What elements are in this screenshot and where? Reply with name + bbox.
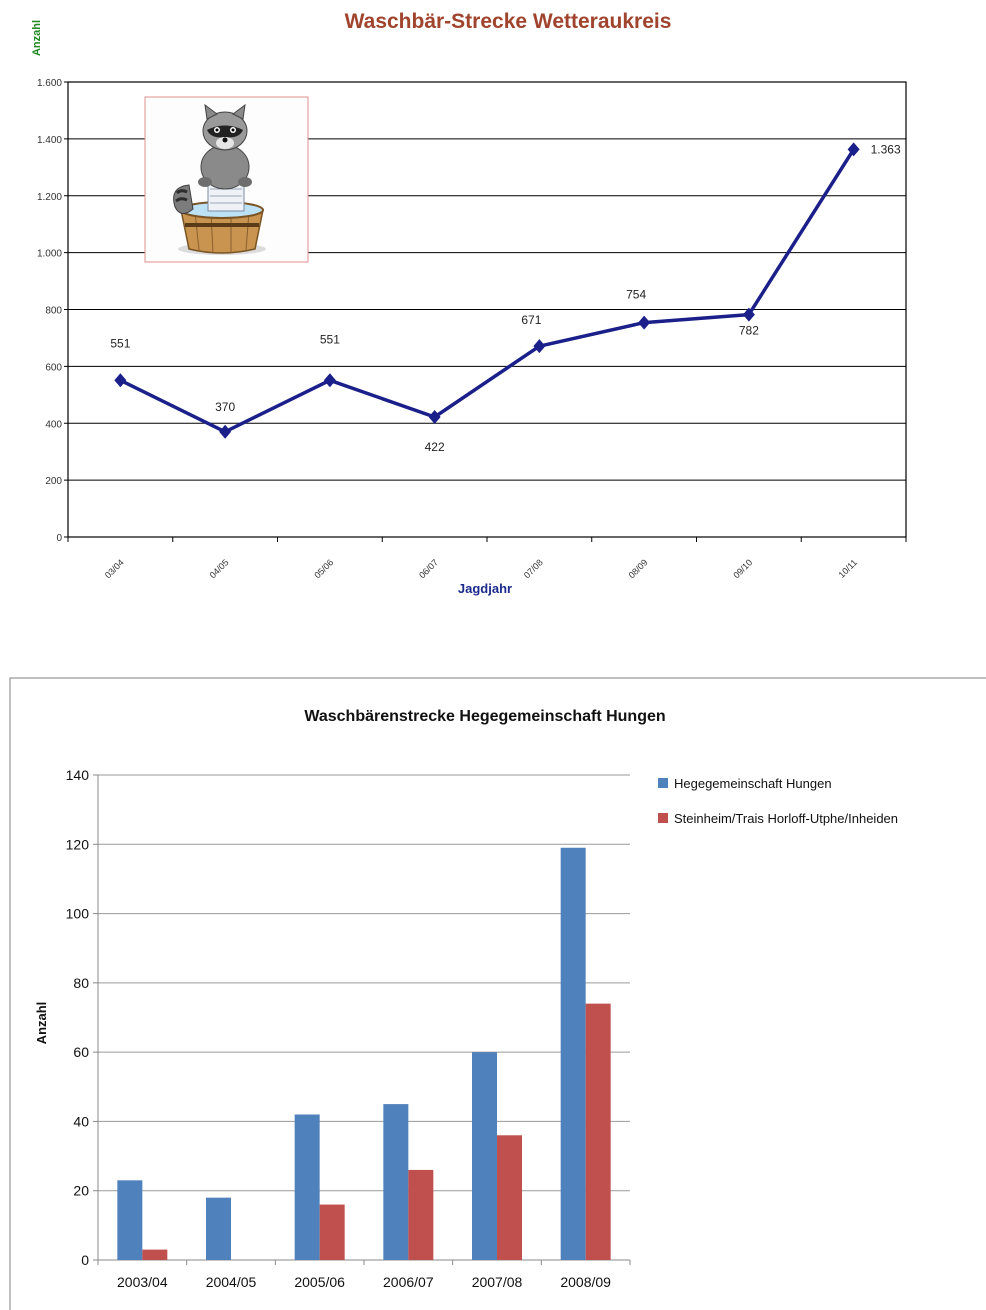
chart2-x-tick-label: 2007/08 bbox=[472, 1274, 523, 1290]
chart1-data-point bbox=[219, 424, 232, 439]
chart2-bar-series-1 bbox=[560, 847, 586, 1260]
chart1-y-tick-label: 1.200 bbox=[37, 192, 62, 203]
raccoon-washing-tub-icon bbox=[144, 96, 309, 263]
chart1-data-label: 671 bbox=[521, 313, 541, 327]
chart1-data-label: 422 bbox=[425, 440, 445, 454]
chart2-x-ticks: 2003/04 2004/05 2005/06 2006/07 2007/08 2008/… bbox=[97, 1260, 631, 1290]
chart2-bars bbox=[117, 847, 611, 1260]
chart1-y-tick-label: 200 bbox=[45, 476, 62, 487]
chart1-y-tick-label: 1.000 bbox=[37, 249, 62, 260]
chart1-x-tick-label: 08/09 bbox=[627, 557, 650, 580]
chart1-x-tick-label: 10/11 bbox=[837, 557, 860, 580]
chart2-y-tick-label: 140 bbox=[66, 767, 90, 783]
legend-label-series-2: Steinheim/Trais Horloff-Utphe/Inheiden bbox=[674, 811, 898, 826]
chart1-data-label: 754 bbox=[626, 288, 646, 302]
chart1-plot-frame bbox=[67, 81, 907, 538]
chart2-bar-series-2 bbox=[408, 1169, 434, 1260]
chart1-y-tick-label: 600 bbox=[45, 362, 62, 373]
chart2-bar-series-2 bbox=[497, 1135, 522, 1260]
chart2-y-ticks: 0 20 40 60 80 100 120 140 bbox=[66, 767, 99, 1268]
chart1-data-label: 370 bbox=[215, 400, 235, 414]
legend-swatch-series-2 bbox=[658, 813, 668, 823]
chart2-bar-series-1 bbox=[294, 1114, 320, 1260]
chart1-data-label: 551 bbox=[320, 332, 340, 346]
chart2-y-tick-label: 0 bbox=[81, 1252, 89, 1268]
chart2-x-tick-label: 2004/05 bbox=[206, 1274, 257, 1290]
chart2-y-tick-label: 120 bbox=[66, 836, 90, 852]
chart2-y-tick-label: 100 bbox=[66, 906, 90, 922]
chart1-series-line bbox=[119, 148, 856, 434]
chart1-y-tick-label: 1.600 bbox=[37, 78, 62, 89]
legend-swatch-series-1 bbox=[658, 778, 668, 788]
chart1-x-ticks: 03/04 04/05 05/06 06/07 07/08 08/09 09/10 10/11 bbox=[67, 537, 907, 580]
chart1-data-labels: 551 370 551 422 671 754 782 1.363 bbox=[110, 142, 901, 454]
chart1-data-point bbox=[323, 373, 336, 388]
chart1-data-point bbox=[638, 315, 651, 330]
legend-label-series-1: Hegegemeinschaft Hungen bbox=[674, 776, 832, 791]
chart2-bar-series-1 bbox=[206, 1197, 231, 1260]
chart1-x-tick-label: 03/04 bbox=[103, 557, 126, 580]
chart2-x-tick-label: 2005/06 bbox=[294, 1274, 345, 1290]
chart1-x-tick-label: 04/05 bbox=[208, 557, 231, 580]
chart1-x-tick-label: 09/10 bbox=[731, 557, 754, 580]
chart1-y-tick-label: 800 bbox=[45, 306, 62, 317]
chart1-x-tick-label: 06/07 bbox=[417, 557, 440, 580]
chart2-x-tick-label: 2006/07 bbox=[383, 1274, 434, 1290]
chart1-data-point bbox=[428, 409, 441, 424]
chart2-y-axis-label: Anzahl bbox=[34, 1002, 49, 1045]
chart2-bar-series-1 bbox=[383, 1104, 409, 1260]
chart2-y-tick-label: 40 bbox=[73, 1113, 89, 1129]
chart2-x-tick-label: 2008/09 bbox=[560, 1274, 611, 1290]
chart1-data-point bbox=[847, 142, 860, 157]
chart2-bar-series-1 bbox=[472, 1052, 497, 1260]
chart2-y-tick-label: 20 bbox=[73, 1183, 89, 1199]
chart2-bar-series-2 bbox=[142, 1249, 168, 1260]
chart1-title: Waschbär-Strecke Wetteraukreis bbox=[345, 10, 672, 33]
chart1-series bbox=[114, 142, 860, 439]
wetteraukreis-line-chart: Waschbär-Strecke Wetteraukreis Anzahl 0 2… bbox=[31, 10, 907, 596]
chart1-data-label: 1.363 bbox=[871, 142, 901, 156]
chart1-x-axis-label: Jagdjahr bbox=[458, 581, 512, 596]
chart1-y-tick-label: 0 bbox=[56, 533, 62, 544]
chart1-y-tick-label: 1.400 bbox=[37, 135, 62, 146]
chart2-y-tick-label: 60 bbox=[73, 1044, 89, 1060]
chart2-y-tick-label: 80 bbox=[73, 975, 89, 991]
chart2-legend: Hegegemeinschaft Hungen Steinheim/Trais … bbox=[658, 776, 898, 826]
chart2-x-tick-label: 2003/04 bbox=[117, 1274, 168, 1290]
chart2-bar-series-1 bbox=[117, 1180, 143, 1260]
chart1-data-point bbox=[533, 339, 546, 354]
chart2-bar-series-2 bbox=[319, 1204, 345, 1260]
chart2-title: Waschbärenstrecke Hegegemeinschaft Hunge… bbox=[304, 708, 665, 725]
chart1-data-point bbox=[742, 307, 755, 322]
chart2-bar-series-2 bbox=[585, 1003, 611, 1260]
chart1-y-tick-label: 400 bbox=[45, 419, 62, 430]
chart1-x-tick-label: 07/08 bbox=[522, 557, 545, 580]
chart1-y-axis-label: Anzahl bbox=[31, 20, 43, 56]
hungen-bar-chart: Waschbärenstrecke Hegegemeinschaft Hunge… bbox=[9, 677, 986, 1310]
chart1-y-ticks: 0 200 400 600 800 1.000 1.200 1.400 1.600 bbox=[37, 78, 68, 544]
chart1-data-label: 551 bbox=[110, 336, 130, 350]
chart1-data-label: 782 bbox=[739, 324, 759, 338]
chart1-data-point bbox=[114, 373, 127, 388]
chart1-x-tick-label: 05/06 bbox=[312, 557, 335, 580]
